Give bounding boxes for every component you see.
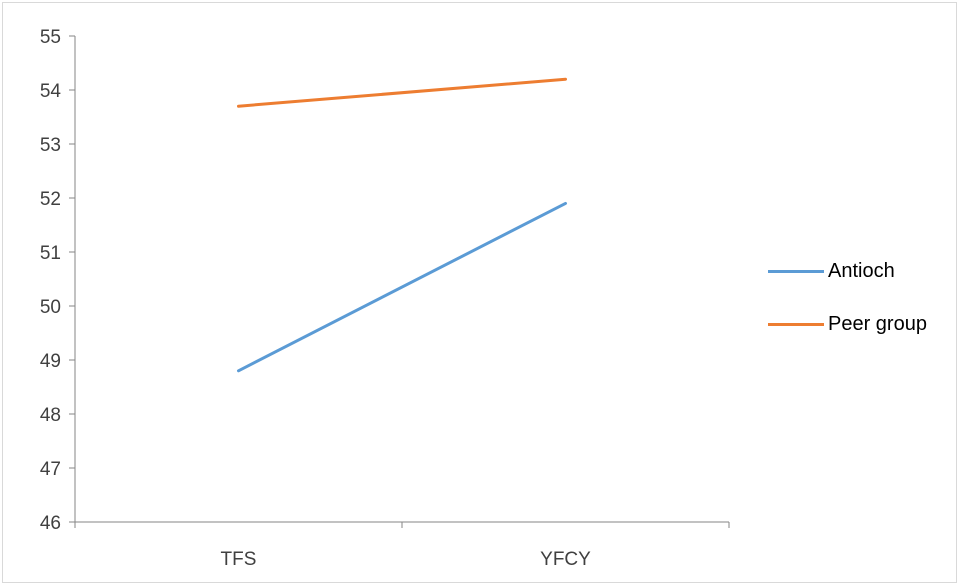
series-line-antioch (237, 201, 567, 373)
y-tick-label: 46 (40, 513, 61, 534)
y-tick-label: 51 (40, 243, 61, 264)
legend: Antioch Peer group (768, 258, 927, 364)
legend-label-peer-group: Peer group (828, 312, 927, 335)
legend-swatch-antioch (768, 269, 824, 273)
x-tick-label: TFS (221, 549, 257, 570)
x-tick-label: YFCY (540, 549, 591, 570)
legend-swatch-peer-group (768, 322, 824, 326)
y-tick-label: 48 (40, 405, 61, 426)
y-tick-label: 53 (40, 135, 61, 156)
series-line-peer-group (237, 77, 567, 108)
y-tick-label: 47 (40, 459, 61, 480)
y-tick-label: 50 (40, 297, 61, 318)
legend-label-antioch: Antioch (828, 259, 895, 282)
legend-item-antioch: Antioch (768, 258, 927, 284)
y-tick-label: 49 (40, 351, 61, 372)
y-tick-label: 55 (40, 27, 61, 48)
legend-item-peer-group: Peer group (768, 311, 927, 337)
y-tick-label: 52 (40, 189, 61, 210)
y-tick-label: 54 (40, 81, 62, 102)
